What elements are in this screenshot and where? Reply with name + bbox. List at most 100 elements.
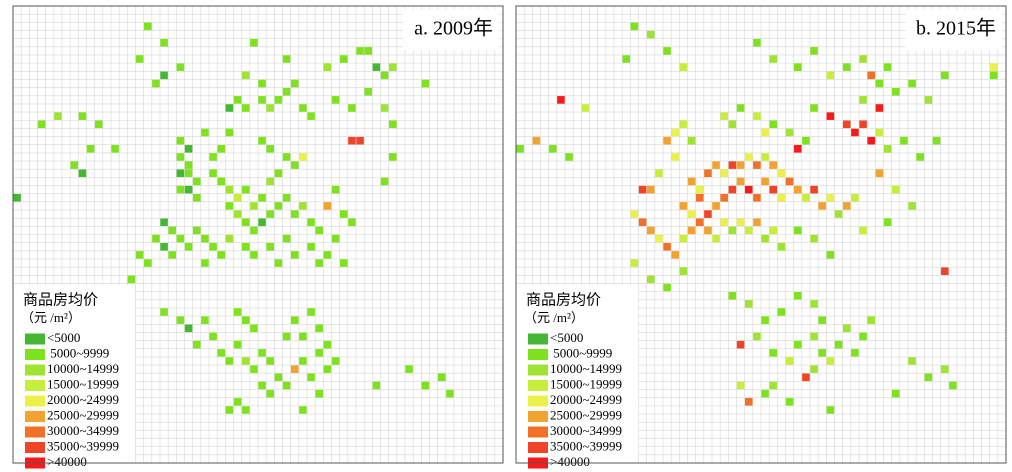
price-cell <box>557 96 565 104</box>
price-cell <box>372 381 381 390</box>
price-cell <box>875 104 884 112</box>
price-cell <box>818 202 827 210</box>
price-cell <box>282 381 291 390</box>
price-cell <box>111 145 119 153</box>
price-cell <box>176 316 185 324</box>
panel-label: a. 2009年 <box>414 17 493 40</box>
price-cell <box>793 185 802 194</box>
price-cell <box>891 389 900 398</box>
price-cell <box>184 169 193 178</box>
price-cell <box>315 324 324 333</box>
price-cell <box>184 242 193 251</box>
price-cell <box>282 87 291 96</box>
price-cell <box>826 71 835 80</box>
price-cell <box>201 234 209 243</box>
price-cell <box>859 120 867 129</box>
price-cell <box>851 349 859 357</box>
legend-label: 30000~34999 <box>47 423 119 438</box>
price-cell <box>753 218 761 227</box>
price-cell <box>548 145 557 153</box>
price-cell <box>331 96 340 104</box>
price-cell <box>201 259 209 267</box>
price-cell <box>818 349 827 357</box>
price-cell <box>728 161 737 169</box>
price-cell <box>761 128 769 137</box>
price-cell <box>176 185 185 194</box>
price-cell <box>323 63 332 71</box>
legend-unit: （元 /m²） <box>524 310 584 325</box>
price-cell <box>842 202 851 210</box>
price-cell <box>290 365 299 373</box>
price-cell <box>655 234 663 243</box>
legend-swatch <box>528 442 548 453</box>
label-bg <box>403 10 499 50</box>
price-cell <box>785 128 794 137</box>
price-cell <box>233 210 242 218</box>
label-bg <box>906 10 1002 50</box>
price-cell <box>323 202 332 210</box>
price-cell <box>687 210 696 218</box>
price-cell <box>421 79 430 88</box>
price-cell <box>720 193 729 202</box>
price-cell <box>565 153 573 161</box>
price-cell <box>348 104 356 112</box>
price-cell <box>810 300 818 308</box>
price-cell <box>581 104 590 112</box>
price-cell <box>282 55 291 63</box>
price-cell <box>687 177 696 186</box>
price-cell <box>372 63 381 71</box>
price-cell <box>78 112 87 120</box>
price-cell <box>152 79 160 88</box>
price-cell <box>13 193 21 202</box>
legend-swatch <box>25 411 45 422</box>
price-cell <box>859 332 867 341</box>
price-cell <box>192 193 201 202</box>
price-cell <box>135 55 144 63</box>
price-cell <box>250 251 258 259</box>
price-cell <box>728 291 737 300</box>
price-cell <box>679 202 688 210</box>
price-cell <box>209 153 217 161</box>
price-cell <box>679 120 688 129</box>
price-cell <box>290 79 299 88</box>
price-cell <box>908 357 916 365</box>
legend-swatch <box>528 349 548 360</box>
price-cell <box>736 104 745 112</box>
price-cell <box>217 177 226 186</box>
price-cell <box>233 308 242 316</box>
price-cell <box>364 47 373 55</box>
price-cell <box>241 316 250 324</box>
price-cell <box>753 38 761 47</box>
price-cell <box>127 275 136 284</box>
legend: 商品房均价 （元 /m²） <5000 5000~999910000~1499915… <box>516 285 638 469</box>
price-cell <box>753 112 761 120</box>
price-cell <box>810 185 818 194</box>
legend-swatch <box>528 395 548 407</box>
price-cell <box>201 128 209 137</box>
price-cell <box>875 128 884 137</box>
price-cell <box>168 226 177 235</box>
price-cell <box>777 169 786 178</box>
price-cell <box>630 210 639 218</box>
price-cell <box>405 365 413 373</box>
price-cell <box>646 226 655 235</box>
price-cell <box>769 349 778 357</box>
price-cell <box>143 259 152 267</box>
price-cell <box>266 389 275 398</box>
price-cell <box>446 389 454 398</box>
price-cell <box>695 185 704 194</box>
price-cell <box>315 259 324 267</box>
price-cell <box>437 373 446 382</box>
price-cell <box>225 234 234 243</box>
price-cell <box>225 406 234 414</box>
price-cell <box>785 398 794 406</box>
legend-label: 35000~39999 <box>550 438 622 453</box>
price-cell <box>630 22 639 31</box>
price-cell <box>94 120 103 129</box>
price-cell <box>282 234 291 243</box>
price-cell <box>826 357 835 365</box>
price-cell <box>679 267 688 276</box>
price-cell <box>883 63 892 71</box>
